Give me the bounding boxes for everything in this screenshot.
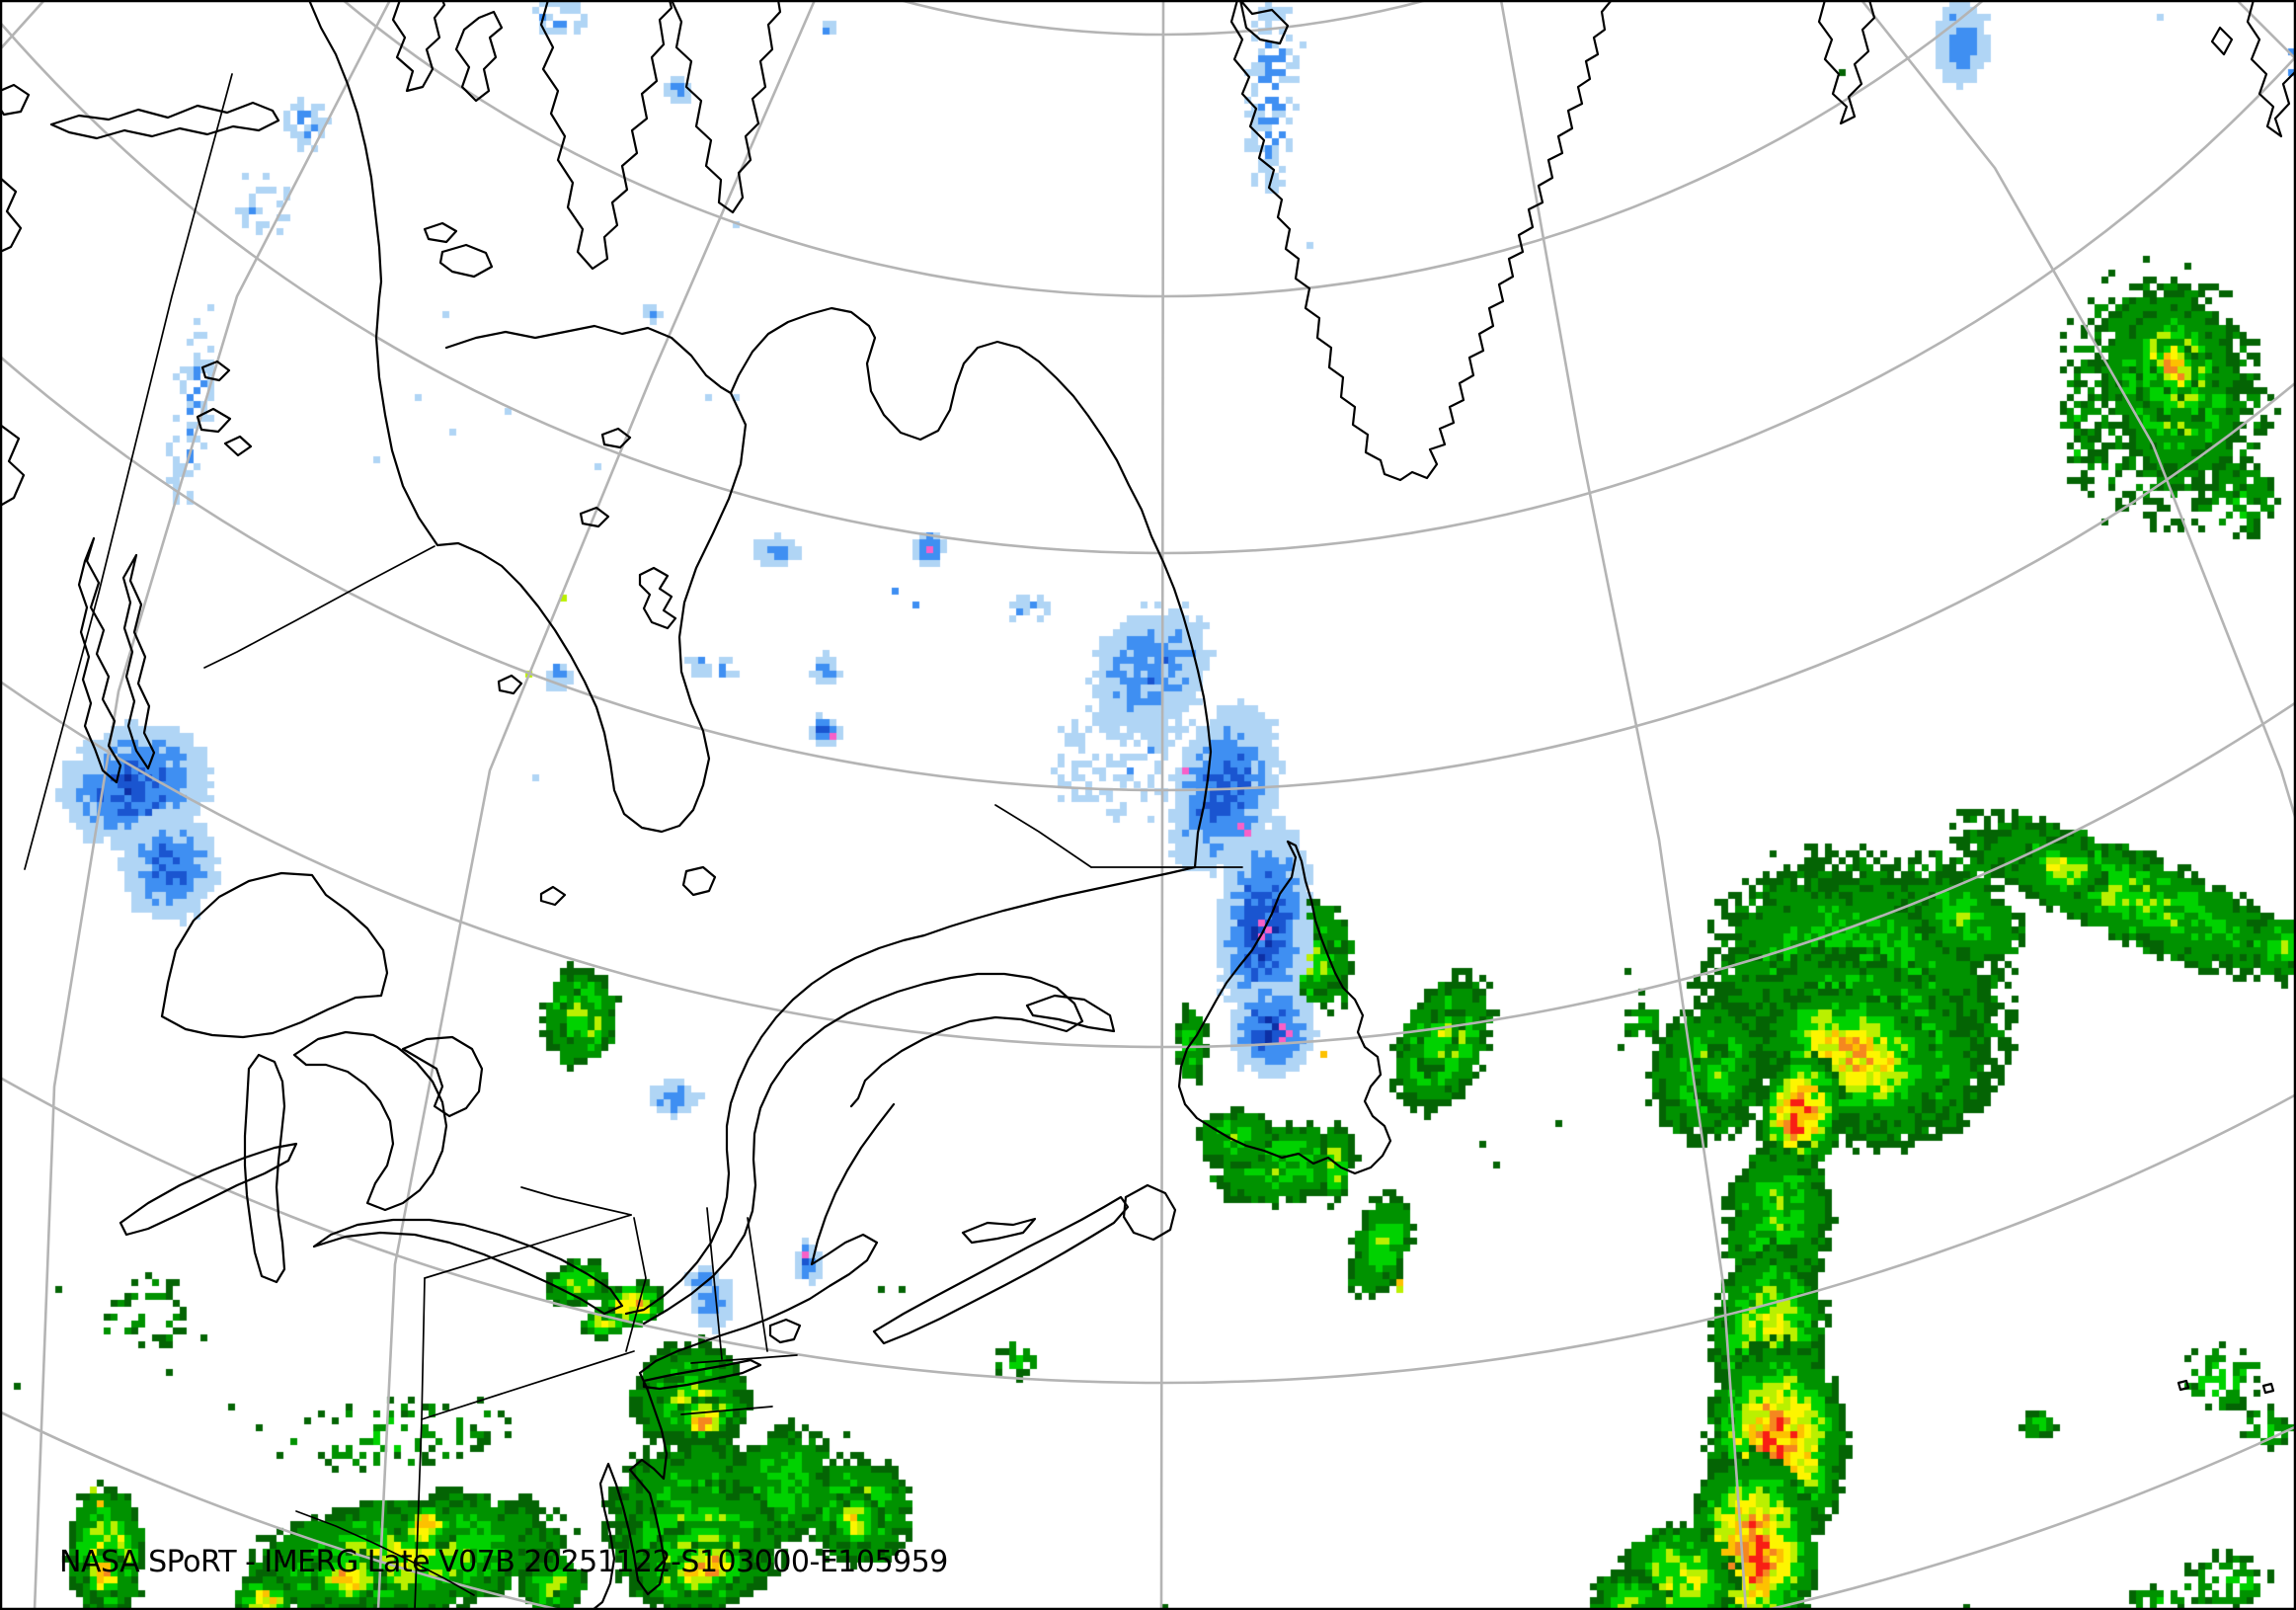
product-title: NASA SPoRT - IMERG Late V07B 20251122-S1… bbox=[59, 1545, 948, 1579]
border-group bbox=[24, 73, 1243, 1610]
